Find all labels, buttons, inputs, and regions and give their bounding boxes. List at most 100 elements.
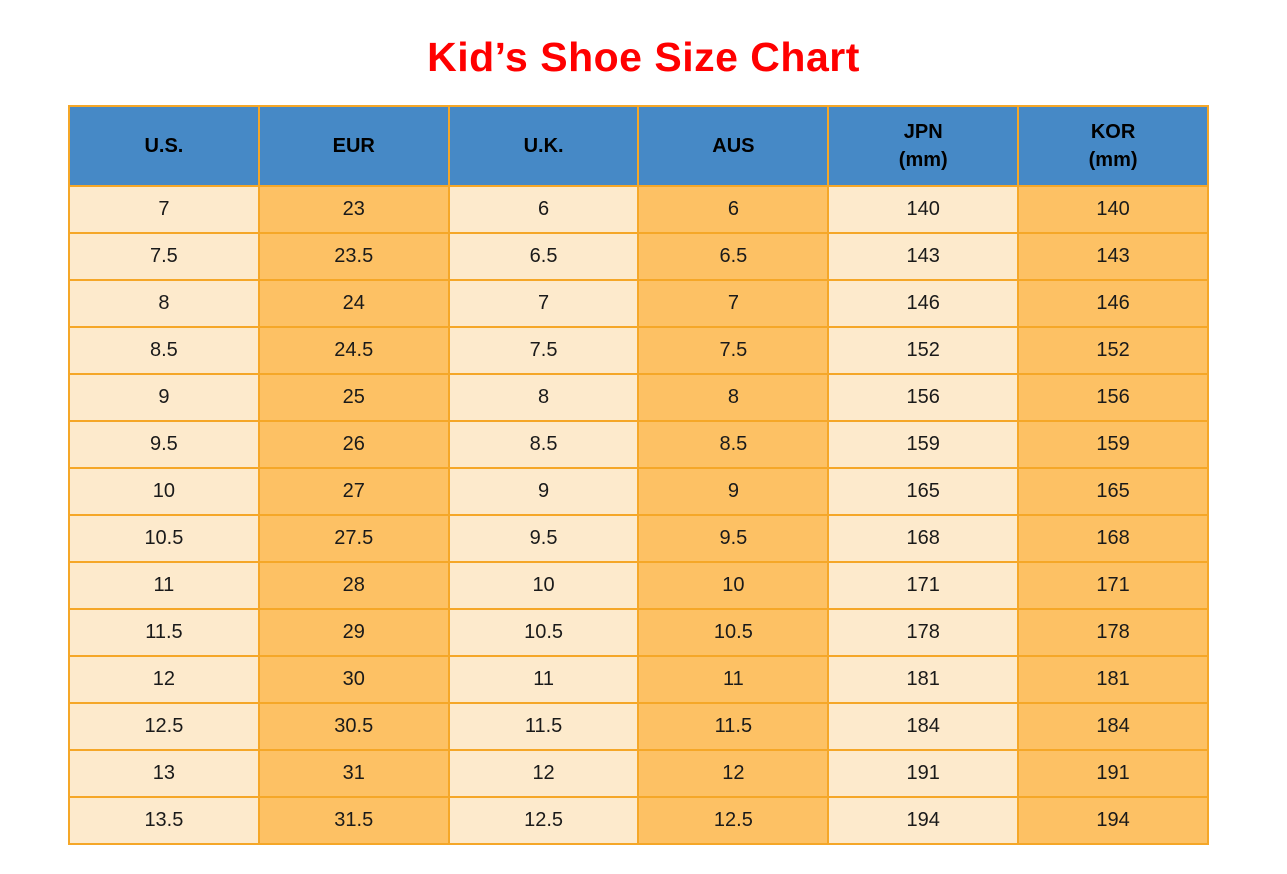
header-label: U.S. bbox=[144, 135, 184, 157]
table-cell: 25 bbox=[257, 373, 450, 422]
header-cell-kor: KOR (mm) bbox=[1017, 105, 1209, 187]
table-cell: 156 bbox=[1017, 373, 1209, 422]
table-cell: 27.5 bbox=[257, 514, 450, 563]
table-cell: 184 bbox=[1017, 702, 1209, 751]
table-cell: 181 bbox=[827, 655, 1020, 704]
table-cell: 159 bbox=[827, 420, 1020, 469]
header-label: JPN bbox=[903, 121, 943, 143]
table-cell: 7 bbox=[68, 185, 260, 234]
table-cell: 11 bbox=[637, 655, 830, 704]
table-cell: 9 bbox=[637, 467, 830, 516]
table-cell: 8.5 bbox=[637, 420, 830, 469]
table-cell: 165 bbox=[1017, 467, 1209, 516]
table-cell: 9.5 bbox=[447, 514, 640, 563]
table-cell: 28 bbox=[257, 561, 450, 610]
table-cell: 10 bbox=[447, 561, 640, 610]
table-cell: 9 bbox=[447, 467, 640, 516]
table-cell: 10 bbox=[68, 467, 260, 516]
table-cell: 12.5 bbox=[447, 796, 640, 845]
table-cell: 146 bbox=[1017, 279, 1209, 328]
table-row: 7 23 6 6 140 140 bbox=[68, 185, 1209, 234]
header-label: AUS bbox=[712, 135, 755, 157]
table-cell: 7.5 bbox=[447, 326, 640, 375]
table-cell: 194 bbox=[827, 796, 1020, 845]
table-cell: 11 bbox=[68, 561, 260, 610]
table-cell: 27 bbox=[257, 467, 450, 516]
table-row: 10 27 9 9 165 165 bbox=[68, 467, 1209, 516]
table-cell: 146 bbox=[827, 279, 1020, 328]
table-cell: 12 bbox=[637, 749, 830, 798]
table-row: 13 31 12 12 191 191 bbox=[68, 749, 1209, 798]
table-cell: 24.5 bbox=[257, 326, 450, 375]
table-cell: 8.5 bbox=[68, 326, 260, 375]
table-cell: 194 bbox=[1017, 796, 1209, 845]
table-cell: 171 bbox=[1017, 561, 1209, 610]
header-label: U.K. bbox=[523, 135, 564, 157]
table-cell: 9.5 bbox=[637, 514, 830, 563]
table-row: 9.5 26 8.5 8.5 159 159 bbox=[68, 420, 1209, 469]
table-cell: 178 bbox=[1017, 608, 1209, 657]
table-cell: 8.5 bbox=[447, 420, 640, 469]
table-cell: 140 bbox=[1017, 185, 1209, 234]
table-cell: 181 bbox=[1017, 655, 1209, 704]
table-row: 12.5 30.5 11.5 11.5 184 184 bbox=[68, 702, 1209, 751]
table-row: 8.5 24.5 7.5 7.5 152 152 bbox=[68, 326, 1209, 375]
table-cell: 152 bbox=[827, 326, 1020, 375]
table-cell: 30 bbox=[257, 655, 450, 704]
table-cell: 13 bbox=[68, 749, 260, 798]
table-cell: 171 bbox=[827, 561, 1020, 610]
table-cell: 6.5 bbox=[637, 232, 830, 281]
table-cell: 11.5 bbox=[68, 608, 260, 657]
table-cell: 7 bbox=[637, 279, 830, 328]
table-cell: 143 bbox=[1017, 232, 1209, 281]
table-row: 8 24 7 7 146 146 bbox=[68, 279, 1209, 328]
table-cell: 191 bbox=[827, 749, 1020, 798]
header-label: EUR bbox=[332, 135, 375, 157]
page-title: Kid’s Shoe Size Chart bbox=[427, 34, 860, 80]
table-cell: 168 bbox=[1017, 514, 1209, 563]
table-header: U.S. EUR U.K. AUS JPN (mm) bbox=[68, 105, 1209, 187]
table-cell: 6 bbox=[447, 185, 640, 234]
table-cell: 12.5 bbox=[68, 702, 260, 751]
table-cell: 8 bbox=[637, 373, 830, 422]
table-cell: 143 bbox=[827, 232, 1020, 281]
header-cell-us: U.S. bbox=[68, 105, 260, 187]
table-cell: 12 bbox=[447, 749, 640, 798]
table-row: 12 30 11 11 181 181 bbox=[68, 655, 1209, 704]
table-cell: 6 bbox=[637, 185, 830, 234]
table-row: 10.5 27.5 9.5 9.5 168 168 bbox=[68, 514, 1209, 563]
table-cell: 191 bbox=[1017, 749, 1209, 798]
table-cell: 156 bbox=[827, 373, 1020, 422]
table-cell: 24 bbox=[257, 279, 450, 328]
table-cell: 30.5 bbox=[257, 702, 450, 751]
table-cell: 9 bbox=[68, 373, 260, 422]
header-row: U.S. EUR U.K. AUS JPN (mm) bbox=[68, 105, 1209, 187]
table-cell: 29 bbox=[257, 608, 450, 657]
table-body: 7 23 6 6 140 140 7.5 23.5 6.5 6.5 143 143 8 24 7 7 146 14… bbox=[68, 185, 1209, 845]
table-cell: 31 bbox=[257, 749, 450, 798]
table-cell: 184 bbox=[827, 702, 1020, 751]
table-cell: 23 bbox=[257, 185, 450, 234]
table-cell: 10 bbox=[637, 561, 830, 610]
header-cell-eur: EUR bbox=[257, 105, 450, 187]
header-cell-aus: AUS bbox=[637, 105, 830, 187]
header-cell-uk: U.K. bbox=[447, 105, 640, 187]
header-sublabel: (mm) bbox=[898, 149, 948, 171]
table-cell: 8 bbox=[447, 373, 640, 422]
header-cell-jpn: JPN (mm) bbox=[827, 105, 1020, 187]
table-cell: 12.5 bbox=[637, 796, 830, 845]
table-cell: 7.5 bbox=[637, 326, 830, 375]
table-cell: 10.5 bbox=[637, 608, 830, 657]
table-row: 11.5 29 10.5 10.5 178 178 bbox=[68, 608, 1209, 657]
header-sublabel: (mm) bbox=[1088, 149, 1138, 171]
table-cell: 26 bbox=[257, 420, 450, 469]
shoe-size-table: U.S. EUR U.K. AUS JPN (mm) bbox=[68, 105, 1209, 845]
table-cell: 178 bbox=[827, 608, 1020, 657]
table-cell: 10.5 bbox=[68, 514, 260, 563]
table-cell: 11 bbox=[447, 655, 640, 704]
table-row: 7.5 23.5 6.5 6.5 143 143 bbox=[68, 232, 1209, 281]
table-cell: 8 bbox=[68, 279, 260, 328]
table-cell: 13.5 bbox=[68, 796, 260, 845]
table-cell: 152 bbox=[1017, 326, 1209, 375]
table-cell: 6.5 bbox=[447, 232, 640, 281]
